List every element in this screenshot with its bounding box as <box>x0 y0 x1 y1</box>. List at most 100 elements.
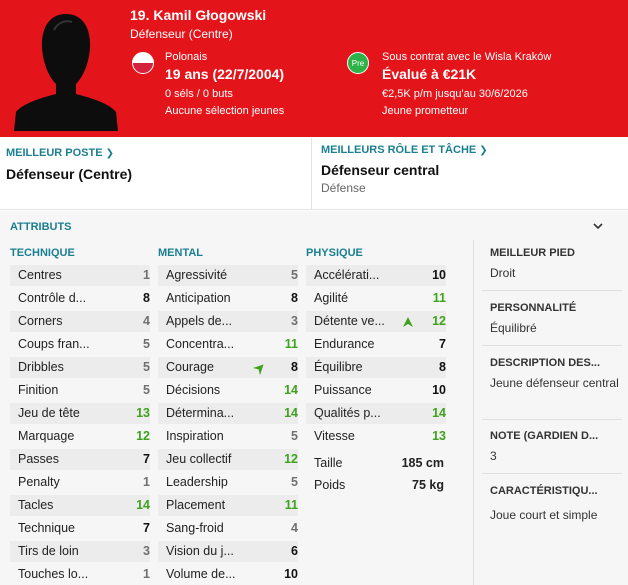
attribute-row[interactable]: Corners 4 <box>10 311 150 332</box>
chevron-right-icon: ❯ <box>105 148 114 159</box>
best-position-label: MEILLEUR POSTE <box>6 147 103 159</box>
attribute-value: 5 <box>291 268 298 282</box>
contract-club[interactable]: Sous contrat avec le Wisla Kraków <box>382 51 552 63</box>
attribute-row[interactable]: Concentra... 11 <box>158 334 298 355</box>
attribute-label: Jeu collectif <box>166 452 232 466</box>
international-caps: 0 séls / 0 buts <box>165 88 233 100</box>
attribute-label: Marquage <box>18 429 75 443</box>
best-foot-value: Droit <box>490 266 516 280</box>
attribute-row[interactable]: Décisions 14 <box>158 380 298 401</box>
attribute-row[interactable]: Équilibre 8 <box>306 357 446 378</box>
attribute-label: Décisions <box>166 383 221 397</box>
divider <box>482 345 622 346</box>
attribute-row[interactable]: Vision du j... 6 <box>158 541 298 562</box>
attribute-row[interactable]: Tacles 14 <box>10 495 150 516</box>
attribute-value: 8 <box>291 291 298 305</box>
attribute-label: Agilité <box>314 291 349 305</box>
attribute-label: Technique <box>18 521 75 535</box>
attribute-value: 1 <box>143 567 150 581</box>
personality-label: PERSONNALITÉ <box>490 302 577 314</box>
attribute-value: 12 <box>432 314 446 328</box>
attribute-label: Penalty <box>18 475 60 489</box>
attribute-label: Courage <box>166 360 214 374</box>
attribute-value: 12 <box>136 429 150 443</box>
attribute-row[interactable]: Courage 8 <box>158 357 298 378</box>
attribute-row[interactable]: Vitesse 13 <box>306 426 446 447</box>
best-foot-label: MEILLEUR PIED <box>490 247 575 259</box>
attribute-row[interactable]: Technique 7 <box>10 518 150 539</box>
attribute-row[interactable]: Agilité 11 <box>306 288 446 309</box>
attribute-row[interactable]: Sang-froid 4 <box>158 518 298 539</box>
attribute-row[interactable]: Passes 7 <box>10 449 150 470</box>
nationality-name[interactable]: Polonais <box>165 51 208 63</box>
goalkeeper-note-value: 3 <box>490 449 497 463</box>
attribute-row[interactable]: Touches lo... 1 <box>10 564 150 585</box>
attribute-row[interactable]: Agressivité 5 <box>158 265 298 286</box>
attribute-label: Volume de... <box>166 567 236 581</box>
attribute-row[interactable]: Volume de... 10 <box>158 564 298 585</box>
attribute-row[interactable]: Finition 5 <box>10 380 150 401</box>
height-label: Taille <box>314 456 343 470</box>
attribute-row[interactable]: Coups fran... 5 <box>10 334 150 355</box>
attribute-row[interactable]: Détermina... 14 <box>158 403 298 424</box>
attribute-label: Puissance <box>314 383 372 397</box>
poland-flag-icon <box>132 52 154 74</box>
attribute-row[interactable]: Anticipation 8 <box>158 288 298 309</box>
attribute-row[interactable]: Jeu collectif 12 <box>158 449 298 470</box>
physical-heading: PHYSIQUE <box>306 247 363 259</box>
attribute-row[interactable]: Marquage 12 <box>10 426 150 447</box>
attribute-label: Dribbles <box>18 360 64 374</box>
best-role-label: MEILLEURS RÔLE ET TÂCHE <box>321 144 477 156</box>
attribute-value: 7 <box>143 521 150 535</box>
description-label: DESCRIPTION DES... <box>490 357 601 369</box>
attribute-row[interactable]: Puissance 10 <box>306 380 446 401</box>
chevron-down-icon[interactable] <box>591 219 605 233</box>
best-role-duty: Défense <box>321 181 366 195</box>
height-value: 185 cm <box>401 456 444 470</box>
attribute-row[interactable]: Inspiration 5 <box>158 426 298 447</box>
weight-value: 75 kg <box>412 478 444 492</box>
attribute-value: 1 <box>143 268 150 282</box>
attribute-value: 1 <box>143 475 150 489</box>
best-role-link[interactable]: MEILLEURS RÔLE ET TÂCHE ❯ <box>321 144 488 156</box>
player-header: 19. Kamil Głogowski Défenseur (Centre) P… <box>0 0 628 137</box>
attribute-value: 8 <box>291 360 298 374</box>
player-status: Jeune prometteur <box>382 105 469 117</box>
attribute-row[interactable]: Contrôle d... 8 <box>10 288 150 309</box>
attribute-row[interactable]: Leadership 5 <box>158 472 298 493</box>
attribute-row[interactable]: Endurance 7 <box>306 334 446 355</box>
best-position-value: Défenseur (Centre) <box>6 166 133 182</box>
attribute-value: 4 <box>291 521 298 535</box>
personality-value: Équilibré <box>490 321 537 335</box>
best-position-link[interactable]: MEILLEUR POSTE ❯ <box>6 147 114 159</box>
attribute-value: 10 <box>432 383 446 397</box>
attribute-value: 14 <box>432 406 446 420</box>
attribute-row[interactable]: Tirs de loin 3 <box>10 541 150 562</box>
player-name: 19. Kamil Głogowski <box>130 7 267 23</box>
attribute-row[interactable]: Penalty 1 <box>10 472 150 493</box>
attribute-row[interactable]: Détente ve... 12 <box>306 311 446 332</box>
attribute-label: Vitesse <box>314 429 355 443</box>
attribute-row[interactable]: Appels de... 3 <box>158 311 298 332</box>
attribute-row[interactable]: Qualités p... 14 <box>306 403 446 424</box>
attribute-label: Finition <box>18 383 59 397</box>
attribute-value: 8 <box>143 291 150 305</box>
attributes-panel: ATTRIBUTS TECHNIQUE MENTAL PHYSIQUE Cent… <box>0 211 628 585</box>
attribute-row[interactable]: Placement 11 <box>158 495 298 516</box>
attribute-value: 11 <box>284 498 298 512</box>
attribute-row[interactable]: Dribbles 5 <box>10 357 150 378</box>
attribute-row[interactable]: Centres 1 <box>10 265 150 286</box>
attributes-title: ATTRIBUTS <box>10 221 72 233</box>
attribute-label: Touches lo... <box>18 567 89 581</box>
attribute-label: Accélérati... <box>314 268 380 282</box>
divider <box>311 138 312 210</box>
divider <box>482 290 622 291</box>
attribute-value: 10 <box>432 268 446 282</box>
attribute-row[interactable]: Jeu de tête 13 <box>10 403 150 424</box>
attribute-label: Appels de... <box>166 314 233 328</box>
attribute-value: 14 <box>136 498 150 512</box>
divider <box>482 419 622 420</box>
attribute-row[interactable]: Accélérati... 10 <box>306 265 446 286</box>
attribute-label: Équilibre <box>314 360 363 374</box>
contract-badge-icon: Pre <box>347 52 369 74</box>
